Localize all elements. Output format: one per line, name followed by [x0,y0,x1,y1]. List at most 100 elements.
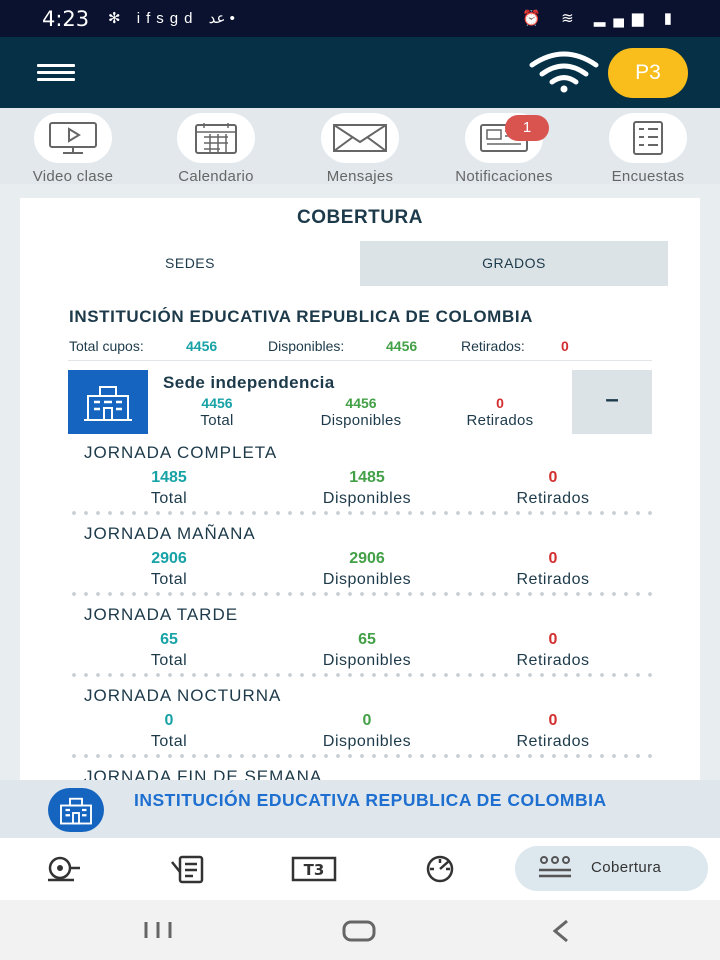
sede-disponibles-label: Disponibles [320,412,402,429]
svg-text:T3: T3 [304,861,325,879]
video-class-icon [49,122,97,154]
jornada-title: JORNADA NOCTURNA [84,686,282,705]
jornada-retirados-label: Retirados [516,652,590,669]
jornada-total-value: 65 [160,631,178,648]
shortcut-label: Notificaciones [455,168,553,185]
wifi-icon [529,51,599,93]
jornada-disponibles-label: Disponibles [322,733,412,750]
home-button[interactable] [341,918,377,944]
shortcut-label: Mensajes [326,168,394,185]
jornada-disponibles-value: 65 [358,631,376,648]
jornada-total-value: 2906 [151,550,187,567]
institution-name: INSTITUCIÓN EDUCATIVA REPUBLICA DE COLOM… [69,307,534,326]
total-cupos-label: Total cupos: [69,338,144,354]
nav-cobertura[interactable]: Cobertura [515,846,708,891]
shortcut-encuestas[interactable]: Encuestas [576,113,720,185]
sede-retirados: 0 Retirados [445,395,555,429]
dotted-divider [68,754,654,758]
disponibles-label: Disponibles: [268,338,345,354]
institution-footer[interactable]: INSTITUCIÓN EDUCATIVA REPUBLICA DE COLOM… [0,780,720,838]
building-icon [48,788,104,832]
sede-retirados-value: 0 [496,395,504,411]
jornada-disponibles-value: 2906 [349,550,385,567]
shortcut-bar: Video clase Calendario Mensajes 1 Notifi… [0,108,720,185]
status-bar: 4:23 ✻ ifsgd عد • ⏰ ≋ ▂▄▆ ▮ [0,0,720,37]
people-icon [539,856,571,878]
total-cupos-value: 4456 [186,338,218,354]
jornada-title: JORNADA TARDE [84,605,239,624]
notification-icons: ✻ ifsgd عد • [108,10,235,27]
jornada-total-label: Total [150,490,188,507]
jornada-title: JORNADA COMPLETA [84,443,278,462]
retirados-value: 0 [561,338,569,354]
t3-icon: T3 [291,856,337,882]
sede-name: Sede independencia [163,373,335,392]
jornada-completa: JORNADA COMPLETA 1485 Total 1485 Disponibl… [68,443,654,524]
shortcut-calendario[interactable]: Calendario [144,113,288,185]
jornada-retirados-value: 0 [548,631,558,648]
jornada-retirados-value: 0 [548,550,558,567]
jornada-retirados-value: 0 [548,469,558,486]
user-avatar[interactable]: P3 [608,48,688,98]
sede-retirados-label: Retirados [466,412,534,429]
page-title: COBERTURA [297,207,423,228]
shortcut-label: Calendario [178,168,254,185]
notification-badge: 1 [505,115,549,141]
shortcut-label: Video clase [32,168,114,185]
jornada-retirados-label: Retirados [516,733,590,750]
shortcut-video-clase[interactable]: Video clase [1,113,145,185]
jornada-title: JORNADA MAÑANA [84,524,256,543]
sede-total-value: 4456 [201,395,233,411]
jornada-disponibles-label: Disponibles [322,490,412,507]
jornada-disponibles-label: Disponibles [322,652,412,669]
jornada-disponibles-label: Disponibles [322,571,412,588]
sede-total-label: Total [200,412,234,429]
bottom-nav: T3 Cobertura [0,838,720,900]
tab-sedes[interactable]: SEDES [20,241,360,286]
collapse-button[interactable]: – [572,370,652,434]
dotted-divider [68,511,654,515]
app-header: P3 [0,37,720,108]
building-icon [68,370,148,434]
gauge-icon [426,855,454,883]
jornada-disponibles-value: 1485 [349,469,385,486]
jornada-total-value: 1485 [151,469,187,486]
dotted-divider [68,673,654,677]
dotted-divider [68,592,654,596]
jornada-tarde: JORNADA TARDE 65 Total 65 Disponibles 0 Ret… [68,605,654,686]
system-nav-bar [0,900,720,960]
sede-row: Sede independencia 4456 Total 4456 Dispo… [68,370,652,434]
cobertura-card: COBERTURA SEDES GRADOS INSTITUCIÓN EDUCA… [20,198,700,798]
jornada-manana: JORNADA MAÑANA 2906 Total 2906 Disponibles… [68,524,654,605]
shortcut-notificaciones[interactable]: 1 Notificaciones [432,113,576,185]
envelope-icon [333,124,387,152]
nav-t3[interactable]: T3 [289,852,339,886]
survey-icon [633,121,663,155]
recent-apps-button[interactable] [142,918,174,942]
shortcut-label: Encuestas [611,168,685,185]
nav-gauge[interactable] [415,852,465,886]
jornada-total-label: Total [150,652,188,669]
jornada-nocturna: JORNADA NOCTURNA 0 Total 0 Disponibles 0 Re… [68,686,654,767]
disponibles-value: 4456 [386,338,418,354]
bell-icon [48,856,80,882]
jornada-retirados-value: 0 [548,712,558,729]
clipboard-icon [171,855,204,884]
jornada-total-value: 0 [164,712,174,729]
sede-disponibles: 4456 Disponibles [306,395,416,429]
nav-bell[interactable] [37,852,87,886]
menu-icon[interactable] [37,64,75,82]
jornada-retirados-label: Retirados [516,490,590,507]
shortcut-mensajes[interactable]: Mensajes [288,113,432,185]
nav-cobertura-label: Cobertura [591,859,662,876]
back-button[interactable] [549,918,573,944]
calendar-icon [195,123,237,154]
tab-grados[interactable]: GRADOS [360,241,668,286]
system-status-icons: ⏰ ≋ ▂▄▆ ▮ [522,10,680,27]
jornada-total-label: Total [150,571,188,588]
sede-disponibles-value: 4456 [345,395,377,411]
nav-clipboard[interactable] [163,852,213,886]
footer-institution-name: INSTITUCIÓN EDUCATIVA REPUBLICA DE COLOM… [134,790,607,810]
jornada-retirados-label: Retirados [516,571,590,588]
retirados-label: Retirados: [461,338,525,354]
